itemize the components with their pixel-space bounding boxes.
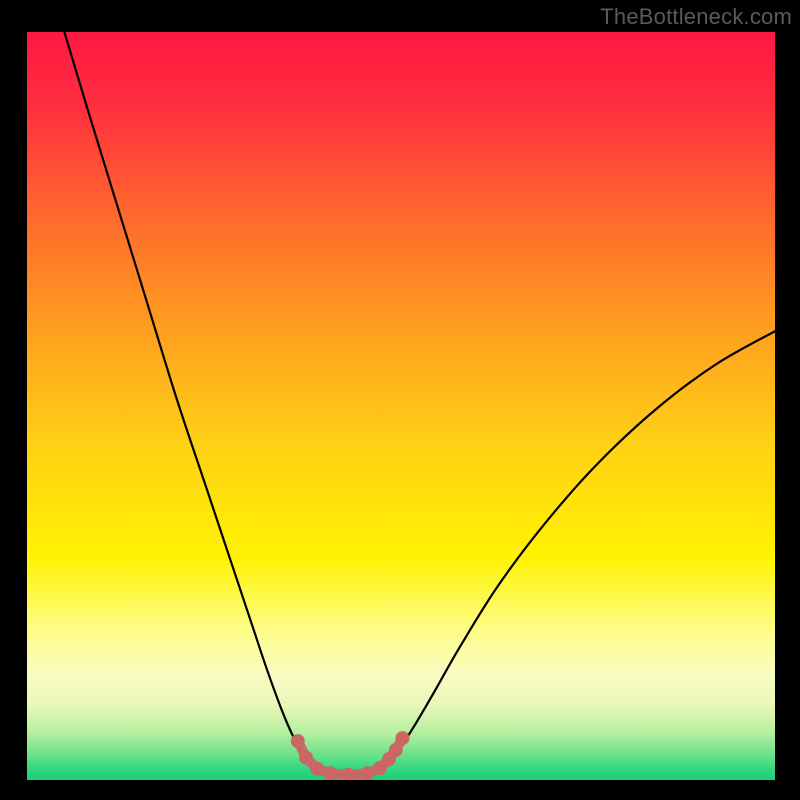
plot-area bbox=[27, 32, 775, 780]
marker-dot bbox=[299, 751, 313, 765]
marker-dot bbox=[360, 766, 374, 780]
marker-dot bbox=[323, 766, 337, 780]
chart-container: TheBottleneck.com bbox=[0, 0, 800, 800]
marker-dot bbox=[389, 743, 403, 757]
watermark-text: TheBottleneck.com bbox=[600, 4, 792, 30]
gradient-background bbox=[27, 32, 775, 780]
chart-svg bbox=[27, 32, 775, 780]
marker-dot bbox=[396, 731, 410, 745]
marker-dot bbox=[291, 734, 305, 748]
marker-dot bbox=[310, 762, 324, 776]
